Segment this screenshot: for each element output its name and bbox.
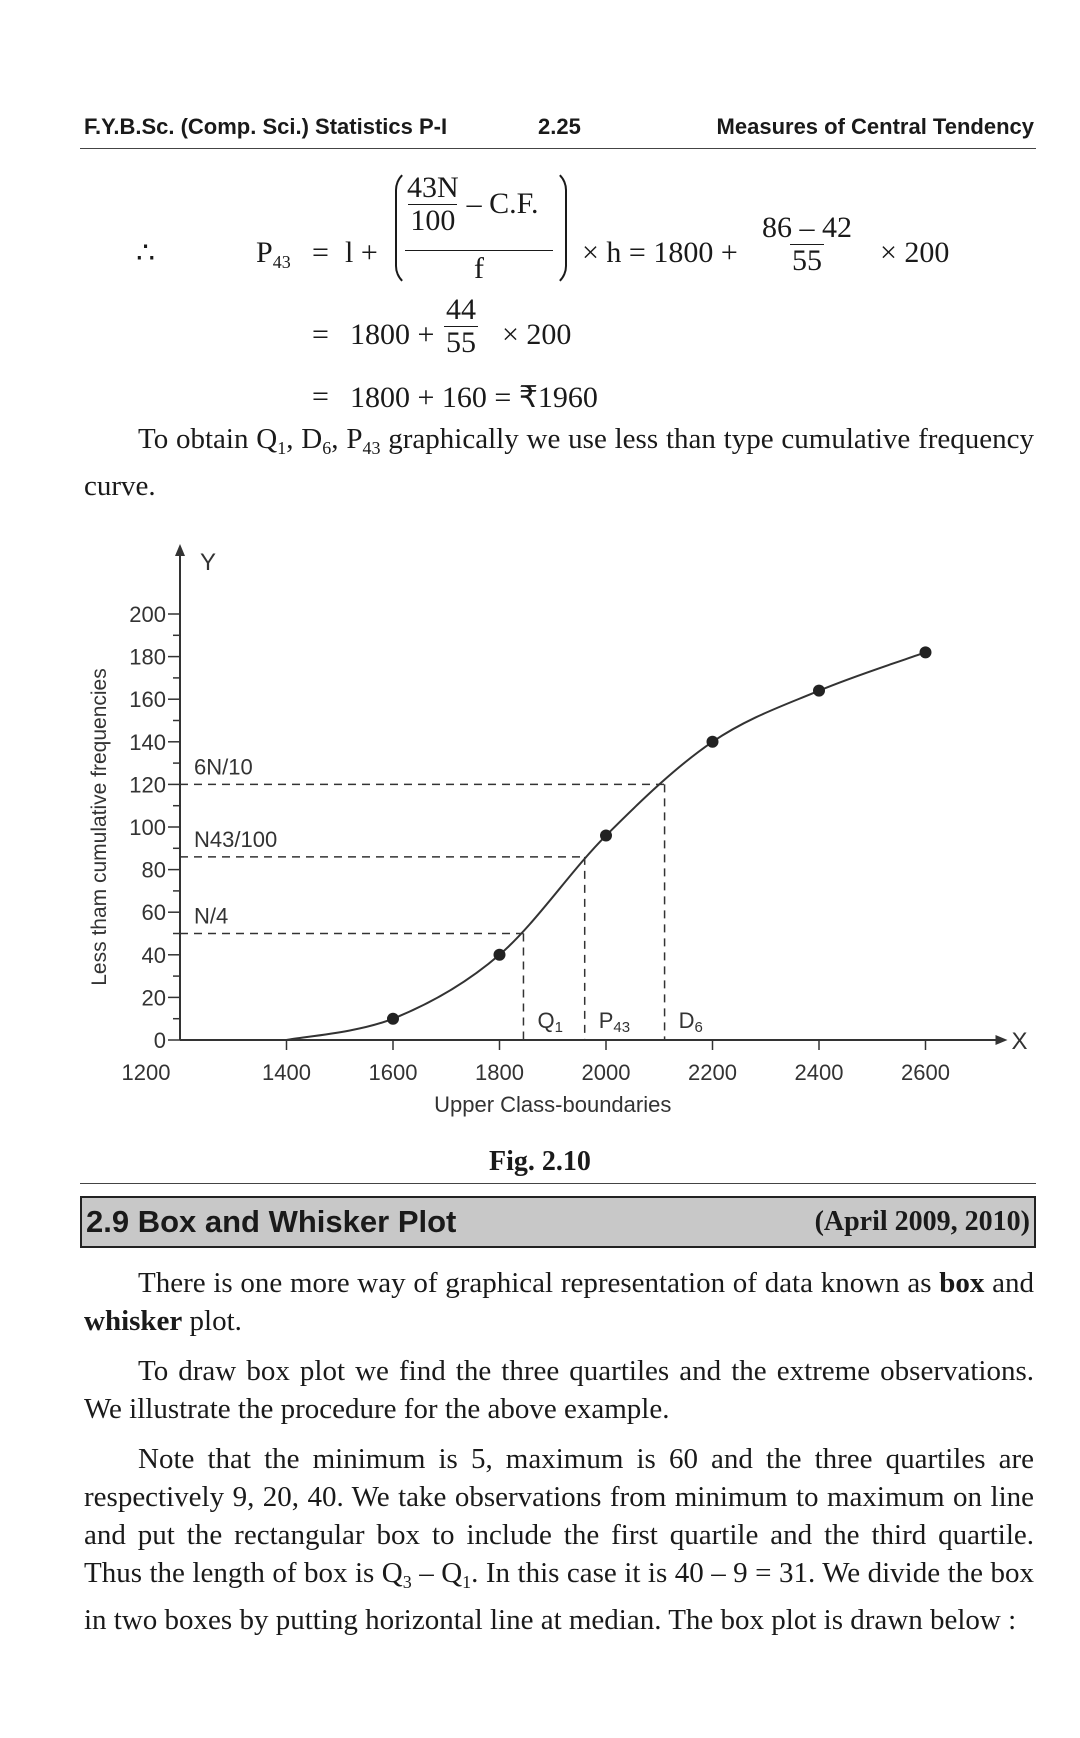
- intro-paragraph: To obtain Q1, D6, P43 graphically we use…: [84, 423, 1035, 502]
- x-tick-label: 2000: [582, 1060, 631, 1085]
- reference-label: 6N/10: [194, 754, 253, 779]
- reference-x-label: D6: [679, 1008, 703, 1036]
- paragraph-2: To draw box plot we find the three quart…: [84, 1355, 1034, 1425]
- data-point: [813, 684, 825, 697]
- chart-reference-lines: [180, 783, 666, 1040]
- x-tick-label: 2600: [901, 1060, 950, 1085]
- times-200-b: × 200: [502, 318, 572, 351]
- x-tick-label: 1200: [122, 1060, 171, 1085]
- f-denominator: f: [474, 252, 484, 285]
- equals-sign-3: =: [312, 380, 329, 413]
- y-tick-label: 200: [129, 602, 166, 627]
- minus-cf: – C.F.: [466, 187, 539, 220]
- reference-label: N/4: [194, 904, 228, 929]
- x-tick-label: 2200: [688, 1060, 737, 1085]
- data-point: [493, 948, 506, 961]
- y-tick-label: 120: [129, 772, 166, 797]
- reference-x-label-sub: 6: [694, 1019, 702, 1036]
- section-date: (April 2009, 2010): [814, 1206, 1030, 1237]
- x-tick-label: 2400: [795, 1060, 844, 1085]
- reference-x-label-sub: 43: [613, 1019, 630, 1036]
- section-title: 2.9 Box and Whisker Plot: [86, 1204, 457, 1239]
- equals-sign-2: =: [312, 318, 329, 351]
- header-left: F.Y.B.Sc. (Comp. Sci.) Statistics P-I: [84, 114, 448, 139]
- x-tick-label: 1400: [262, 1060, 311, 1085]
- y-tick-label: 160: [129, 687, 166, 712]
- y-axis-title: Less tham cumulative frequencies: [88, 668, 111, 986]
- chart-axes: [175, 544, 1008, 1045]
- chart-ticks: 0 20 40 60 80 100 120 140 160 180 200 1200 1400 1600 1…: [122, 602, 950, 1085]
- page-number: 2.25: [538, 114, 581, 139]
- reference-x-label: P43: [599, 1008, 630, 1036]
- y-axis-letter: Y: [200, 549, 216, 576]
- section-heading-box: [80, 1196, 1036, 1248]
- ogive-chart: 0 20 40 60 80 100 120 140 160 180 200 1200 1400 1600 1…: [88, 544, 1028, 1117]
- times-200-a: × 200: [880, 236, 950, 269]
- caption-rule: [80, 1183, 1036, 1184]
- fraction-86-42: 86 – 42 55: [762, 211, 852, 277]
- chart-labels: X Y Upper Class-boundaries Less tham cumula…: [88, 549, 1028, 1117]
- reference-x-label-sub: 1: [555, 1019, 563, 1036]
- reference-label: N43/100: [194, 827, 277, 852]
- x-tick-label: 1600: [369, 1060, 418, 1085]
- x-axis-title: Upper Class-boundaries: [434, 1092, 671, 1117]
- therefore-symbol: ∴: [136, 237, 156, 270]
- data-point: [919, 646, 932, 659]
- y-tick-label: 140: [129, 730, 166, 755]
- fraction-44-55: 44 55: [444, 293, 478, 359]
- equals-sign-1: =: [312, 236, 329, 269]
- times-h: × h = 1800 +: [582, 236, 738, 269]
- data-point: [600, 829, 612, 842]
- chart-points: [387, 646, 932, 1025]
- y-tick-label: 0: [154, 1028, 166, 1053]
- inner-denominator: 100: [408, 203, 458, 237]
- y-tick-label: 20: [142, 985, 166, 1010]
- x-axis-arrow: [995, 1035, 1008, 1045]
- inner-numerator: 43N: [407, 171, 459, 204]
- y-tick-label: 100: [129, 815, 166, 840]
- data-point: [387, 1012, 399, 1025]
- x-axis-letter: X: [1012, 1028, 1028, 1055]
- reference-x-label: Q1: [537, 1008, 562, 1036]
- paragraph-1: There is one more way of graphical repre…: [84, 1267, 1035, 1337]
- ogive-curve: [286, 651, 926, 1041]
- result-line: 1800 + 160 = ₹1960: [350, 381, 598, 414]
- data-point: [706, 735, 719, 748]
- y-tick-label: 40: [142, 943, 166, 968]
- y-tick-label: 80: [142, 858, 166, 883]
- figure-caption: Fig. 2.10: [489, 1146, 591, 1177]
- paragraph-3: Note that the minimum is 5, maximum is 6…: [84, 1443, 1034, 1636]
- y-tick-label: 180: [129, 645, 166, 670]
- header-rule: [80, 148, 1036, 149]
- p43-label: P43: [256, 236, 291, 272]
- x-tick-label: 1800: [475, 1060, 524, 1085]
- line2-lead: 1800 +: [350, 318, 435, 351]
- header-right: Measures of Central Tendency: [716, 114, 1034, 139]
- y-tick-label: 60: [142, 900, 166, 925]
- l-plus: l +: [345, 236, 378, 269]
- y-axis-arrow: [175, 544, 185, 556]
